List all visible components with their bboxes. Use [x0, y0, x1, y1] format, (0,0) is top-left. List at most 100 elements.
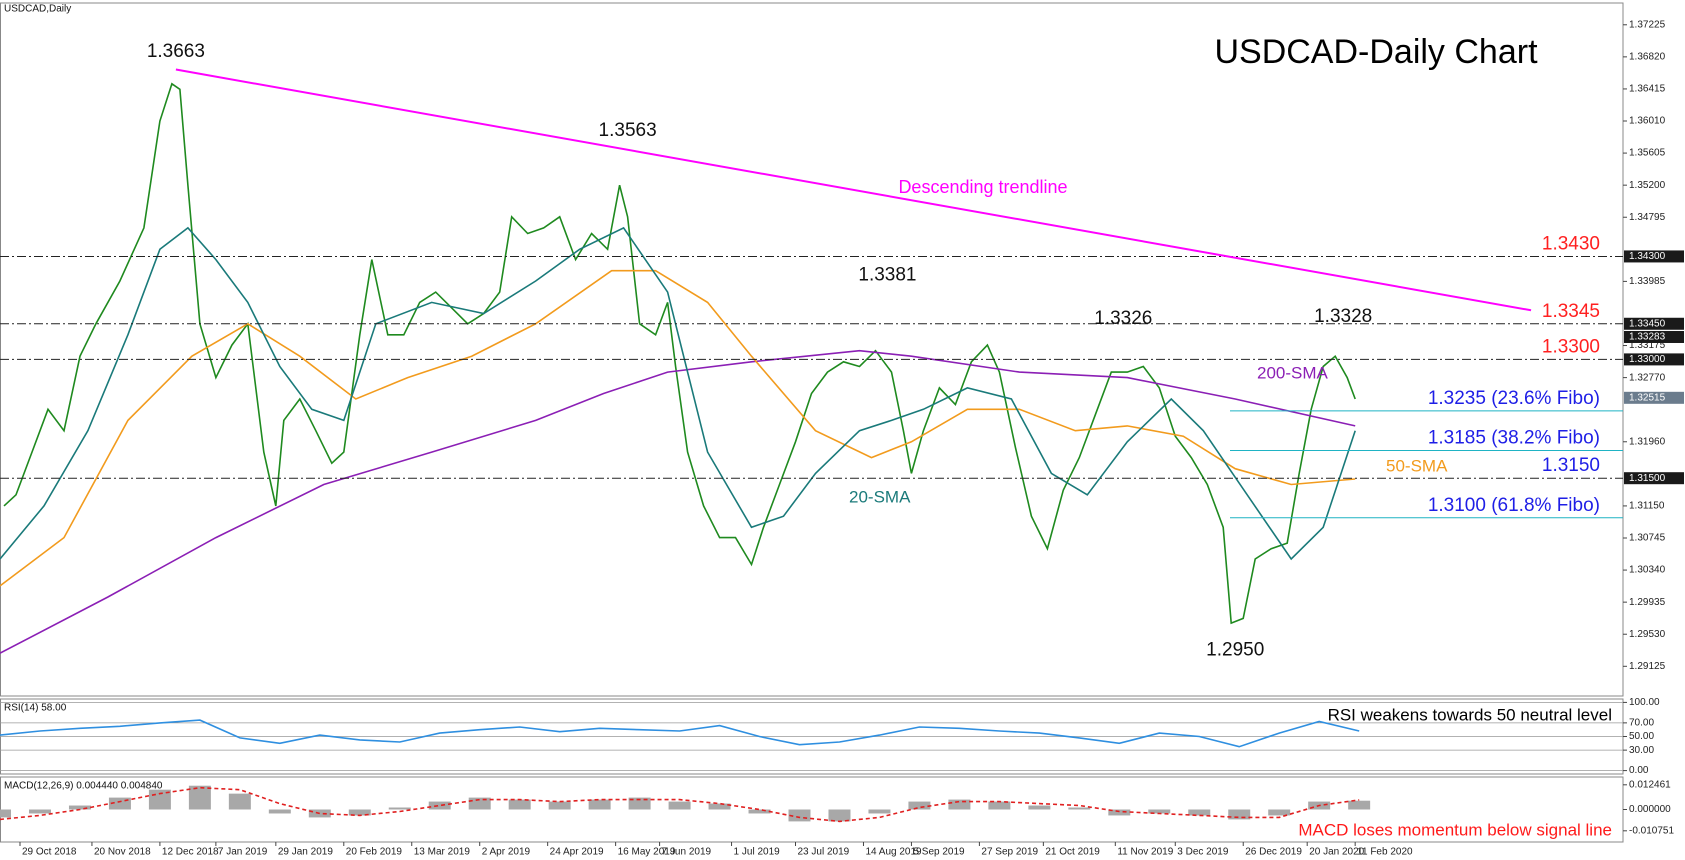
series-label: 50-SMA	[1386, 456, 1448, 475]
histogram-bar	[188, 785, 211, 810]
peak-label: 1.3663	[147, 41, 205, 62]
histogram-bar	[588, 799, 611, 810]
y-tick-label: 1.30745	[1629, 533, 1666, 544]
histogram-bar	[1188, 809, 1211, 816]
series-line	[0, 719, 1360, 748]
y-tick-label: 1.37225	[1629, 19, 1666, 30]
y-tick-label: 1.30340	[1629, 565, 1666, 576]
x-tick-label: 5 Sep 2019	[913, 847, 965, 858]
y-tick-label: 1.34795	[1629, 212, 1666, 223]
histogram-bar	[28, 809, 51, 814]
axis-marker-label: 1.31500	[1629, 473, 1666, 484]
x-tick-label: 20 Nov 2018	[94, 847, 151, 858]
x-tick-label: 27 Sep 2019	[981, 847, 1038, 858]
histogram-bar	[708, 803, 731, 810]
y-tick-label: 1.33985	[1629, 276, 1666, 287]
histogram-bar	[428, 801, 451, 810]
x-tick-label: 16 May 2019	[618, 847, 676, 858]
rsi-title: RSI(14) 58.00	[4, 703, 67, 714]
series-line	[0, 349, 1356, 654]
axis-marker-box	[1624, 330, 1684, 343]
level-label: 1.3100 (61.8% Fibo)	[1428, 495, 1600, 516]
trendline-label: Descending trendline	[898, 177, 1067, 197]
series-line	[0, 786, 1360, 823]
y-tick-label: 1.36415	[1629, 84, 1666, 95]
x-tick-label: 2 Apr 2019	[482, 847, 531, 858]
histogram-bar	[1348, 800, 1371, 810]
chart-subtitle: USDCAD,Daily	[4, 4, 71, 15]
x-tick-label: 7 Jun 2019	[662, 847, 712, 858]
peak-label: 1.3326	[1094, 308, 1152, 329]
y-tick-label: 100.00	[1629, 697, 1660, 708]
rsi-annotation: RSI weakens towards 50 neutral level	[1328, 705, 1612, 724]
histogram-bar	[108, 797, 131, 810]
axis-marker-box	[1624, 391, 1684, 404]
histogram-bar	[388, 807, 411, 810]
x-tick-label: 3 Dec 2019	[1177, 847, 1229, 858]
histogram-bar	[228, 793, 251, 810]
peak-label: 1.3381	[858, 264, 916, 285]
y-tick-label: 1.32770	[1629, 372, 1666, 383]
x-tick-label: 21 Oct 2019	[1045, 847, 1100, 858]
x-tick-label: 20 Jan 2020	[1309, 847, 1364, 858]
y-tick-label: 1.29125	[1629, 661, 1666, 672]
histogram-bar	[308, 809, 331, 818]
histogram-bar	[68, 805, 91, 810]
series-line	[0, 269, 1356, 587]
histogram-bar	[788, 809, 811, 822]
y-tick-label: 70.00	[1629, 718, 1654, 729]
peak-label: 1.3563	[599, 120, 657, 141]
y-tick-label: 1.31960	[1629, 436, 1666, 447]
y-tick-label: 0.000000	[1629, 804, 1671, 815]
x-tick-label: 29 Oct 2018	[22, 847, 77, 858]
x-tick-label: 14 Aug 2019	[865, 847, 922, 858]
series-label: 200-SMA	[1257, 363, 1329, 382]
y-tick-label: 0.012461	[1629, 779, 1671, 790]
y-tick-label: 50.00	[1629, 731, 1654, 742]
histogram-bar	[1108, 809, 1131, 816]
y-tick-label: 0.00	[1629, 765, 1649, 776]
histogram-bar	[988, 801, 1011, 810]
peak-label: 1.2950	[1206, 640, 1264, 661]
series-line	[0, 226, 1356, 561]
x-tick-label: 12 Dec 2018	[162, 847, 219, 858]
y-tick-label: 1.36820	[1629, 51, 1666, 62]
histogram-bar	[0, 809, 11, 818]
y-tick-label: 1.35200	[1629, 180, 1666, 191]
level-label: 1.3235 (23.6% Fibo)	[1428, 388, 1600, 409]
x-tick-label: 29 Jan 2019	[278, 847, 333, 858]
series-line	[3, 82, 1356, 625]
chart-title: USDCAD-Daily Chart	[1214, 33, 1538, 71]
axis-marker-label: 1.32515	[1629, 392, 1666, 403]
y-tick-label: 1.29935	[1629, 597, 1666, 608]
histogram-bar	[628, 797, 651, 810]
histogram-bar	[1228, 809, 1251, 820]
y-tick-label: 1.36010	[1629, 116, 1666, 127]
histogram-bar	[1068, 807, 1091, 810]
x-tick-label: 26 Dec 2019	[1245, 847, 1302, 858]
level-label: 1.3150	[1542, 455, 1600, 476]
axis-marker-box	[1624, 317, 1684, 330]
y-tick-label: 1.33175	[1629, 340, 1666, 351]
y-tick-label: 1.31150	[1629, 501, 1665, 512]
histogram-bar	[668, 801, 691, 810]
histogram-bar	[868, 809, 891, 814]
peak-label: 1.3328	[1314, 306, 1372, 327]
panel-frame	[0, 2, 1624, 697]
x-tick-label: 20 Feb 2019	[346, 847, 403, 858]
histogram-bar	[828, 809, 851, 822]
axis-marker-label: 1.33000	[1629, 354, 1666, 365]
histogram-bar	[348, 809, 371, 816]
histogram-bar	[268, 809, 291, 814]
y-tick-label: 1.35605	[1629, 148, 1666, 159]
y-tick-label: 30.00	[1629, 745, 1654, 756]
level-label: 1.3185 (38.2% Fibo)	[1428, 427, 1600, 448]
histogram-bar	[468, 797, 491, 810]
trendline	[175, 68, 1532, 312]
histogram-bar	[1028, 805, 1051, 810]
histogram-bar	[748, 809, 771, 814]
histogram-bar	[948, 799, 971, 810]
macd-annotation: MACD loses momentum below signal line	[1298, 820, 1612, 839]
